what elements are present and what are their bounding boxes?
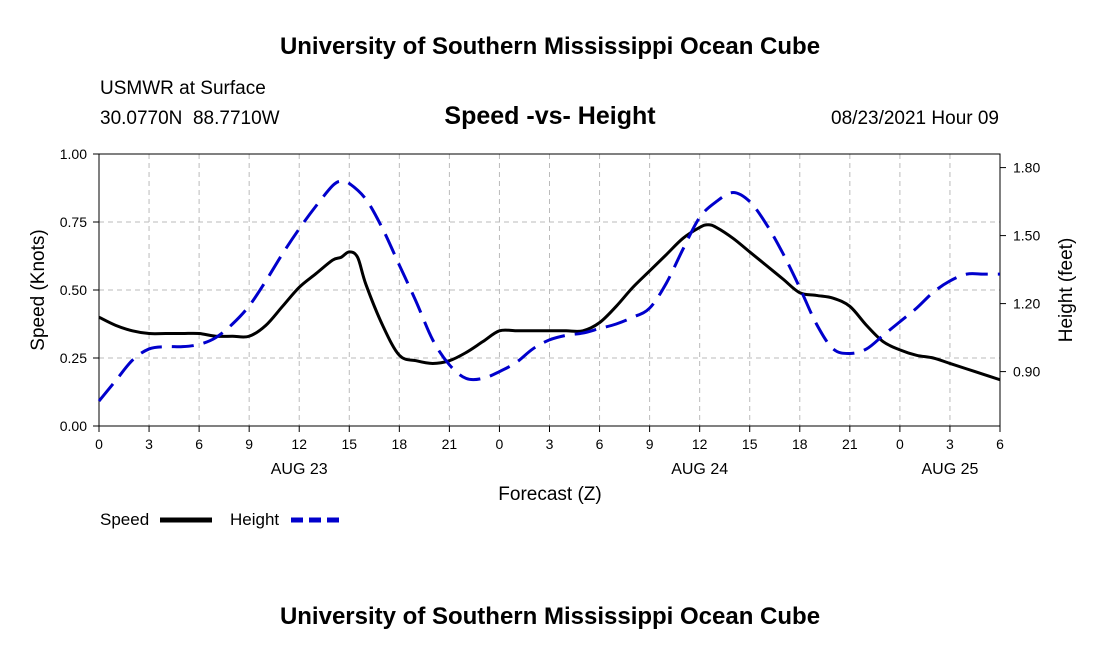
- x-tick-label: 12: [692, 436, 708, 452]
- y-tick-label: 0.25: [60, 350, 87, 366]
- x-tick-label: 3: [946, 436, 954, 452]
- y-tick-label: 1.00: [60, 146, 87, 162]
- chart-title: Speed -vs- Height: [444, 102, 656, 130]
- x-tick-label: 21: [442, 436, 458, 452]
- date-label: AUG 25: [921, 461, 978, 478]
- axes: 0 3 6 9 12 15 18 21 0 3 6 9 12 15 18 21 0 3 6 0.00 0.25 0.50 0…: [60, 146, 1041, 478]
- x-tick-label: 0: [896, 436, 904, 452]
- x-tick-label: 6: [596, 436, 604, 452]
- coordinates-label: 30.0770N 88.7710W: [100, 108, 280, 129]
- y-tick-label: 0.50: [60, 282, 87, 298]
- station-label: USMWR at Surface: [100, 78, 266, 99]
- y2-tick-label: 1.80: [1013, 160, 1040, 176]
- y2-tick-label: 0.90: [1013, 364, 1040, 380]
- page-title: University of Southern Mississippi Ocean…: [280, 33, 820, 60]
- x-tick-label: 0: [95, 436, 103, 452]
- date-label: AUG 24: [671, 461, 728, 478]
- x-tick-label: 15: [742, 436, 758, 452]
- x-tick-label: 18: [392, 436, 408, 452]
- series-line-height: [97, 179, 1000, 403]
- x-tick-label: 15: [341, 436, 357, 452]
- legend: Speed Height: [100, 510, 342, 529]
- legend-label-height: Height: [230, 510, 279, 529]
- x-tick-label: 12: [291, 436, 307, 452]
- x-tick-label: 6: [996, 436, 1004, 452]
- x-tick-label: 18: [792, 436, 808, 452]
- x-tick-label: 6: [195, 436, 203, 452]
- y-axis-title: Speed (Knots): [28, 229, 49, 350]
- x-tick-label: 3: [546, 436, 554, 452]
- y-tick-label: 0.75: [60, 214, 87, 230]
- footer-title: University of Southern Mississippi Ocean…: [280, 603, 820, 630]
- y2-tick-label: 1.20: [1013, 296, 1040, 312]
- date-label: AUG 23: [271, 461, 328, 478]
- x-tick-label: 21: [842, 436, 858, 452]
- datetime-label: 08/23/2021 Hour 09: [831, 108, 999, 129]
- x-tick-label: 9: [245, 436, 253, 452]
- y2-tick-label: 1.50: [1013, 228, 1040, 244]
- series-lines: [97, 179, 1001, 403]
- x-axis-title: Forecast (Z): [498, 484, 601, 505]
- series-line-speed: [98, 223, 1001, 382]
- y2-axis-title: Height (feet): [1056, 238, 1077, 343]
- x-tick-label: 9: [646, 436, 654, 452]
- x-tick-label: 3: [145, 436, 153, 452]
- legend-label-speed: Speed: [100, 510, 149, 529]
- y-tick-label: 0.00: [60, 418, 87, 434]
- grid-lines: [99, 154, 1000, 426]
- x-tick-label: 0: [496, 436, 504, 452]
